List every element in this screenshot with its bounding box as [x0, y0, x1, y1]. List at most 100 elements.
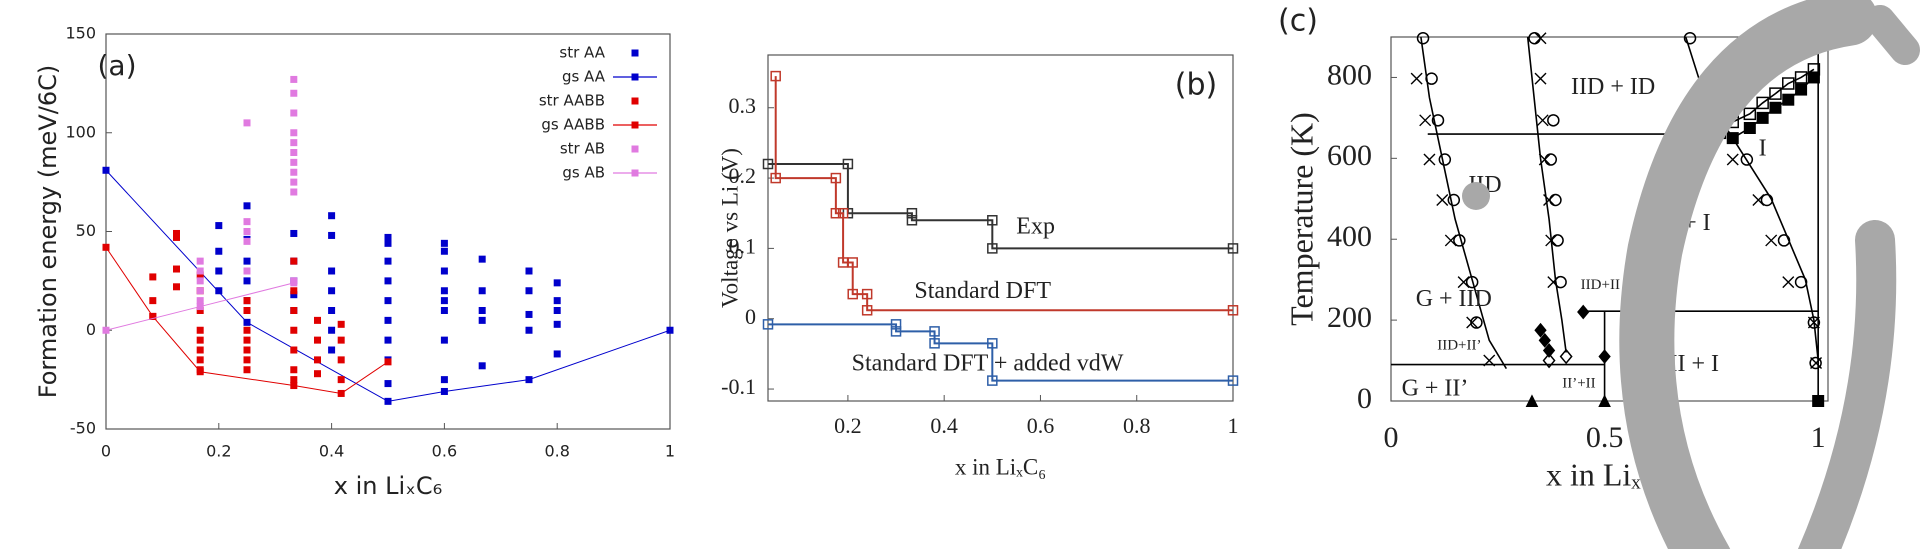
marker — [196, 257, 204, 265]
marker — [384, 277, 392, 285]
legend-label: str AB — [560, 140, 605, 158]
marker — [1809, 356, 1822, 370]
x-tick-label: 0.8 — [1123, 413, 1151, 438]
x-tick-label: 0.8 — [544, 442, 569, 461]
marker — [290, 279, 298, 287]
marker — [478, 307, 486, 314]
series-label: Standard DFT + added vdW — [852, 351, 1124, 377]
y-tick-label: 400 — [1327, 220, 1372, 253]
marker — [830, 172, 842, 184]
x-tick-label: 1 — [665, 442, 675, 461]
marker — [1743, 122, 1756, 134]
panel: 0.2 0.4 0.6 0.8 1 -0.1 0 0.1 0.2 0.3 (b) x in LiₓC₆… — [717, 54, 1239, 479]
marker — [770, 70, 781, 82]
marker — [1466, 316, 1479, 329]
marker — [290, 158, 298, 166]
x-tick-label: 0.4 — [930, 413, 958, 438]
marker — [328, 326, 336, 334]
marker — [196, 303, 204, 311]
y-tick-label: 0.1 — [729, 233, 757, 258]
marker — [149, 273, 157, 281]
marker — [290, 89, 298, 97]
marker — [847, 288, 858, 300]
marker — [328, 231, 336, 239]
marker — [196, 336, 204, 344]
marker — [290, 149, 298, 156]
marker — [440, 376, 448, 384]
marker — [314, 336, 321, 344]
marker — [478, 362, 486, 370]
marker — [1227, 243, 1239, 254]
marker — [1438, 153, 1452, 166]
marker — [525, 310, 533, 318]
marker — [440, 267, 448, 275]
marker — [173, 265, 180, 273]
series-line — [105, 247, 389, 394]
overlay-dot — [1462, 182, 1490, 210]
marker — [1423, 153, 1436, 166]
series-line — [774, 76, 1233, 312]
marker — [290, 257, 298, 265]
region-label: IID + ID — [1571, 74, 1655, 100]
marker — [215, 267, 223, 275]
marker — [1752, 193, 1765, 206]
marker — [440, 239, 448, 247]
marker — [1416, 31, 1430, 45]
y-axis-label: Voltage vs Li (V) — [717, 148, 742, 308]
marker — [1810, 356, 1823, 369]
y-tick-label: 0 — [745, 304, 756, 329]
marker — [290, 129, 298, 137]
marker — [243, 218, 251, 226]
marker — [243, 366, 251, 374]
legend-label: gs AABB — [541, 116, 605, 134]
marker — [1782, 77, 1795, 90]
marker — [196, 356, 204, 364]
marker — [987, 338, 998, 349]
marker — [1542, 343, 1556, 358]
marker — [384, 257, 392, 265]
series-label: Standard DFT — [914, 278, 1051, 304]
marker — [243, 277, 251, 285]
marker — [1444, 234, 1457, 247]
marker — [440, 307, 448, 314]
legend-label: gs AB — [562, 164, 605, 182]
marker — [1534, 72, 1547, 85]
panel: 0 0.2 0.4 0.6 0.8 1 -50 0 50 100 150(a) x in LiₓC₆ F… — [34, 24, 675, 501]
x-tick-label: 0.2 — [206, 442, 231, 461]
x-tick-label: 1 — [1811, 421, 1826, 454]
marker — [478, 316, 486, 324]
series-line — [1526, 36, 1567, 353]
legend-marker — [631, 169, 639, 177]
marker — [243, 326, 251, 334]
marker — [1534, 322, 1547, 338]
marker — [1465, 275, 1479, 289]
region-label: IID+II — [1581, 277, 1620, 293]
marker — [837, 207, 849, 219]
marker — [328, 346, 336, 354]
marker — [290, 307, 298, 314]
marker — [196, 287, 204, 295]
marker — [1227, 375, 1239, 386]
legend-marker — [631, 73, 639, 81]
marker — [328, 212, 336, 220]
marker — [314, 316, 321, 324]
marker — [384, 397, 392, 405]
marker — [196, 368, 204, 376]
marker — [440, 297, 448, 305]
marker — [842, 158, 854, 170]
y-tick-label: 50 — [76, 221, 96, 240]
marker — [290, 168, 298, 176]
marker — [929, 326, 940, 337]
marker — [384, 233, 392, 241]
plot-frame — [767, 54, 1234, 402]
y-axis-label: Formation energy (meV/6C) — [34, 65, 62, 398]
marker — [384, 358, 392, 366]
marker — [102, 166, 110, 174]
marker — [290, 139, 298, 147]
marker — [290, 366, 298, 374]
marker — [861, 305, 873, 316]
marker — [1431, 114, 1445, 127]
series-line — [105, 169, 671, 402]
